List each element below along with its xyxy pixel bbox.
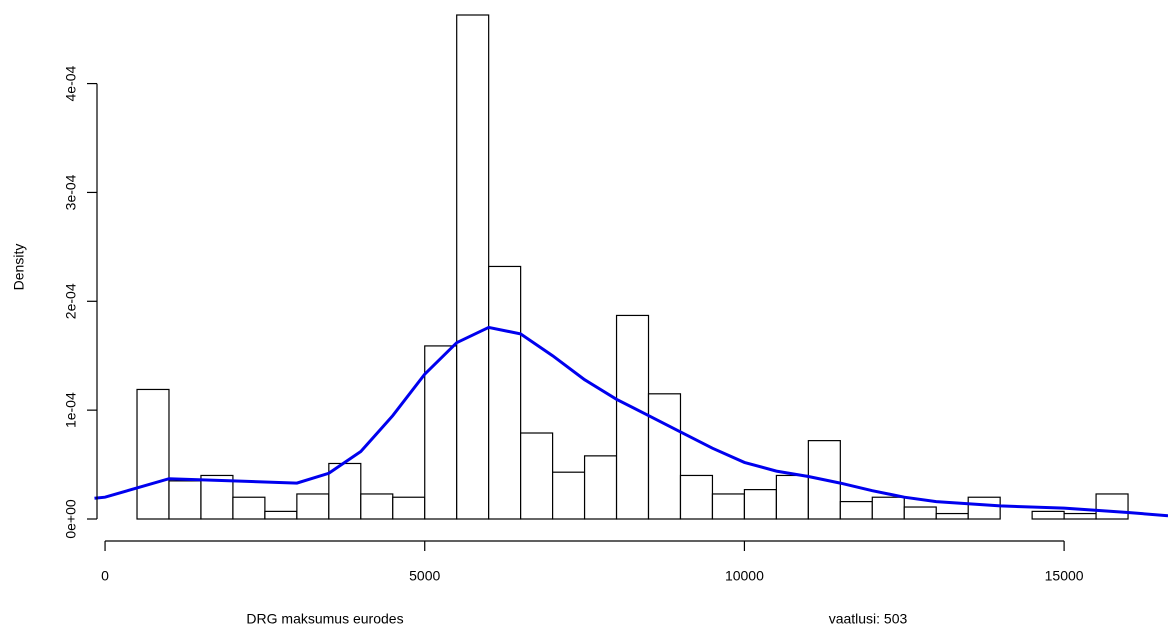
bar: [520, 432, 554, 520]
annotation: vaatlusi: 503: [829, 611, 908, 627]
bar: [711, 493, 746, 520]
bar: [1095, 493, 1129, 520]
bar: [679, 474, 714, 520]
bar: [935, 512, 969, 520]
y-axis-label: Density: [11, 244, 27, 291]
x-tick-label: 15000: [1045, 568, 1084, 584]
bar: [743, 489, 777, 520]
bar: [967, 496, 1001, 520]
bar: [168, 480, 202, 520]
y-tick-label: 4e-04: [63, 65, 79, 101]
bar: [264, 510, 298, 520]
bar: [1031, 510, 1065, 520]
bar: [775, 474, 809, 520]
bar: [871, 496, 905, 520]
bar: [136, 388, 170, 520]
bar: [392, 496, 426, 520]
density-line: [94, 325, 1168, 518]
y-tick-label: 2e-04: [63, 283, 79, 319]
x-tick-label: 10000: [725, 568, 764, 584]
bar: [424, 345, 458, 520]
x-tick-label: 5000: [409, 568, 440, 584]
bar: [1063, 512, 1097, 520]
bar: [328, 462, 362, 520]
bar: [296, 493, 330, 520]
bar: [583, 455, 618, 520]
bar: [232, 496, 266, 520]
bar: [903, 506, 937, 520]
bar: [615, 314, 650, 520]
x-axis-label: DRG maksumus eurodes: [246, 611, 403, 627]
bar: [647, 393, 682, 520]
bar: [360, 493, 394, 520]
x-tick-label: 0: [101, 568, 109, 584]
y-tick-label: 0e+00: [63, 499, 79, 539]
bar: [488, 265, 522, 520]
bar: [200, 474, 234, 520]
y-tick-label: 3e-04: [63, 174, 79, 210]
bar: [456, 14, 490, 520]
bar: [839, 500, 873, 520]
bar: [552, 471, 586, 520]
y-tick-label: 1e-04: [63, 392, 79, 428]
